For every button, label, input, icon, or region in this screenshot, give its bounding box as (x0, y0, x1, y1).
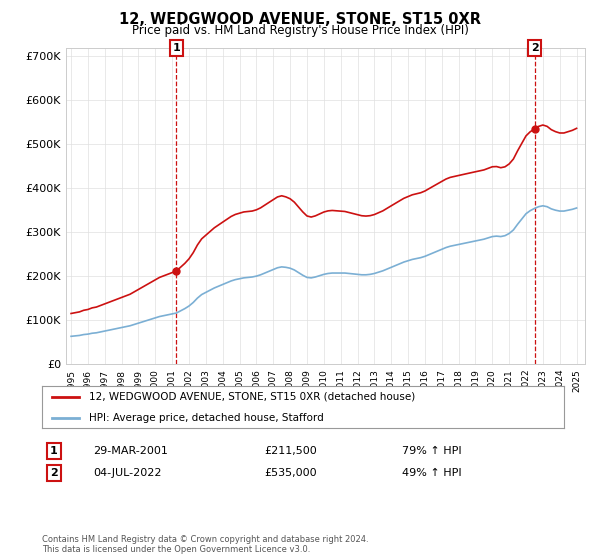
Text: 2: 2 (531, 43, 538, 53)
Text: Contains HM Land Registry data © Crown copyright and database right 2024.
This d: Contains HM Land Registry data © Crown c… (42, 535, 368, 554)
Text: 49% ↑ HPI: 49% ↑ HPI (402, 468, 461, 478)
Text: Price paid vs. HM Land Registry's House Price Index (HPI): Price paid vs. HM Land Registry's House … (131, 24, 469, 36)
Text: 29-MAR-2001: 29-MAR-2001 (93, 446, 168, 456)
Text: 1: 1 (172, 43, 180, 53)
Text: 1: 1 (50, 446, 58, 456)
Text: 2: 2 (50, 468, 58, 478)
Text: 12, WEDGWOOD AVENUE, STONE, ST15 0XR: 12, WEDGWOOD AVENUE, STONE, ST15 0XR (119, 12, 481, 27)
Text: £535,000: £535,000 (264, 468, 317, 478)
Text: 79% ↑ HPI: 79% ↑ HPI (402, 446, 461, 456)
Text: 04-JUL-2022: 04-JUL-2022 (93, 468, 161, 478)
Text: £211,500: £211,500 (264, 446, 317, 456)
Text: 12, WEDGWOOD AVENUE, STONE, ST15 0XR (detached house): 12, WEDGWOOD AVENUE, STONE, ST15 0XR (de… (89, 392, 415, 402)
Text: HPI: Average price, detached house, Stafford: HPI: Average price, detached house, Staf… (89, 413, 324, 423)
